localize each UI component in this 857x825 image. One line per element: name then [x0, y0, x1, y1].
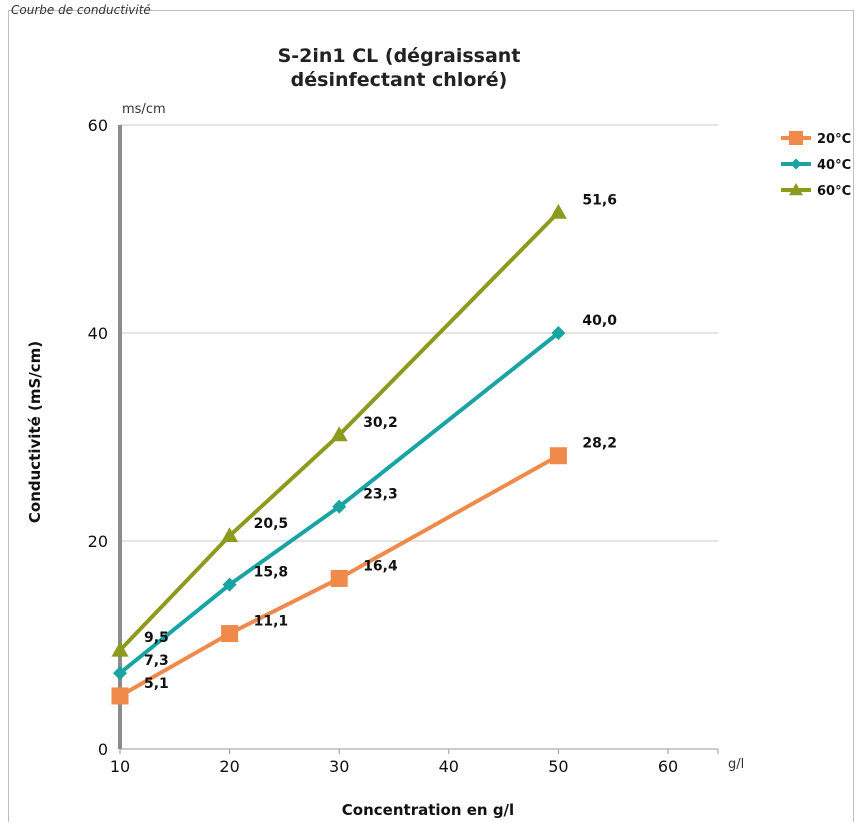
legend-label: 60°C [817, 184, 851, 199]
data-label: 7,3 [144, 653, 169, 669]
chart-frame: Courbe de conductivité [8, 3, 854, 822]
x-tick-label: 40 [439, 757, 459, 776]
legend: 20°C 40°C 60°C [781, 131, 851, 199]
y-unit-label: ms/cm [122, 102, 166, 117]
series-line [118, 210, 560, 652]
data-point-marker [789, 131, 803, 145]
x-tick-label: 50 [548, 757, 568, 776]
data-label: 23,3 [363, 487, 398, 503]
x-axis-title: Concentration en g/l [342, 801, 514, 819]
x-tick-label: 30 [329, 757, 349, 776]
data-point-marker [549, 447, 567, 465]
y-tick-label: 40 [88, 324, 108, 343]
y-tick-label: 20 [88, 532, 108, 551]
legend-label: 20°C [817, 132, 851, 147]
data-label: 16,4 [363, 558, 398, 574]
y-axis-title: Conductivité (mS/cm) [26, 341, 44, 523]
data-point-marker [222, 577, 237, 592]
x-tick-label: 20 [219, 757, 239, 776]
data-point-marker [330, 569, 348, 587]
data-label: 40,0 [582, 313, 617, 329]
plot-area: 0 20 40 60 10 20 30 40 50 60 5,1 11,1 16,4 28,2 7,3 15,… [88, 116, 719, 776]
data-point-marker [221, 625, 239, 643]
chart-title-line2: désinfectant chloré) [291, 69, 508, 91]
data-point-marker [111, 687, 129, 705]
x-tick-label: 10 [110, 757, 130, 776]
data-point-marker [330, 426, 348, 442]
chart-title-line1: S-2in1 CL (dégraissant [278, 45, 521, 67]
x-tick-label: 60 [658, 757, 678, 776]
data-point-marker [332, 499, 347, 514]
series-line [118, 331, 560, 675]
data-label: 11,1 [254, 614, 289, 630]
data-label: 30,2 [363, 415, 398, 431]
data-label: 5,1 [144, 676, 169, 692]
data-label: 28,2 [582, 436, 617, 452]
data-point-marker [790, 158, 802, 170]
data-label: 15,8 [254, 565, 289, 581]
data-point-marker [789, 183, 803, 196]
data-point-marker [111, 641, 129, 657]
series-line [119, 453, 560, 698]
legend-label: 40°C [817, 158, 851, 173]
data-label: 20,5 [254, 516, 289, 532]
chart-caption: Courbe de conductivité [11, 3, 151, 17]
y-tick-label: 60 [88, 116, 108, 135]
y-tick-label: 0 [98, 740, 108, 759]
data-point-marker [113, 666, 127, 681]
data-label: 9,5 [144, 630, 169, 646]
data-label: 51,6 [582, 192, 617, 208]
data-point-marker [551, 326, 566, 340]
data-point-marker [221, 527, 239, 543]
data-point-marker [549, 203, 567, 219]
x-unit-label: g/l [728, 757, 744, 772]
